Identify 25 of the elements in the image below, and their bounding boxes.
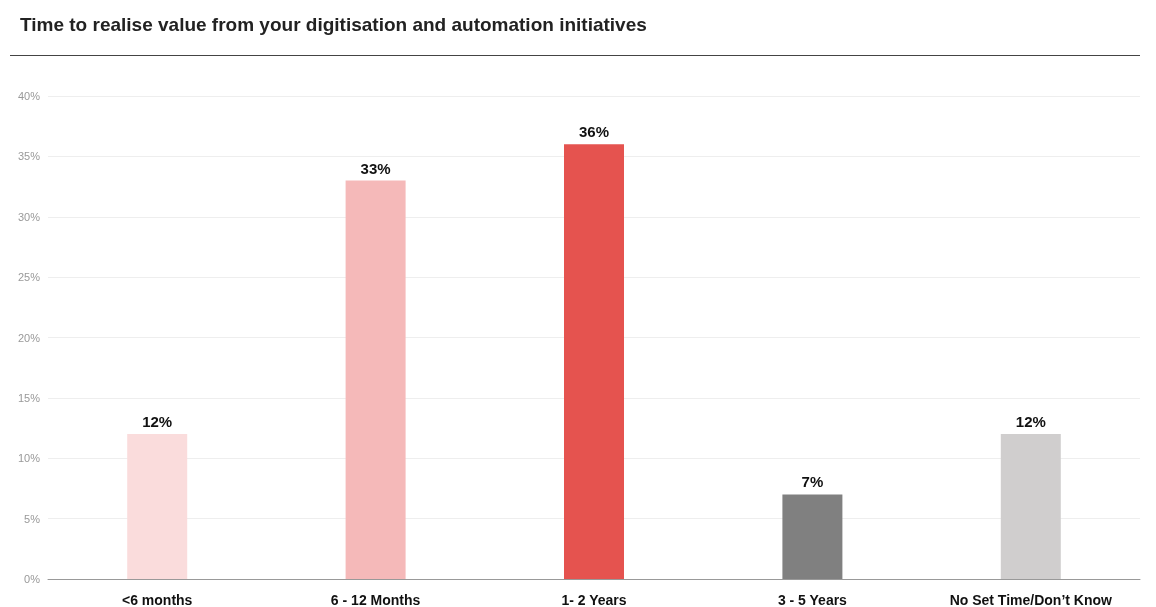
- y-tick-label: 30%: [17, 210, 41, 223]
- data-label: 33%: [360, 159, 391, 177]
- bar: [782, 494, 843, 579]
- y-tick-label: 25%: [17, 271, 41, 284]
- y-tick-label: 0%: [24, 573, 41, 585]
- y-tick-label: 5%: [24, 512, 41, 525]
- chart-title: Time to realise value from your digitisation and automation initiatives: [20, 14, 647, 36]
- x-tick-label: 3 - 5 Years: [777, 592, 848, 607]
- y-tick-label: 20%: [17, 331, 41, 344]
- data-label: 12%: [1015, 413, 1046, 431]
- y-tick-label: 10%: [17, 452, 41, 465]
- x-tick-label: No Set Time/Don’t Know: [949, 592, 1113, 607]
- x-tick-label: 1- 2 Years: [561, 592, 627, 607]
- y-tick-label: 35%: [17, 150, 41, 163]
- data-label: 12%: [142, 413, 173, 431]
- bar: [345, 180, 406, 579]
- y-tick-label: 15%: [17, 391, 41, 404]
- data-label: 7%: [801, 473, 824, 491]
- bar: [127, 434, 188, 579]
- x-tick-label: 6 - 12 Months: [330, 592, 421, 607]
- x-tick-label: <6 months: [122, 592, 193, 607]
- data-label: 36%: [578, 123, 610, 141]
- y-tick-label: 40%: [17, 90, 41, 102]
- bar: [1000, 434, 1061, 579]
- bar: [564, 144, 624, 579]
